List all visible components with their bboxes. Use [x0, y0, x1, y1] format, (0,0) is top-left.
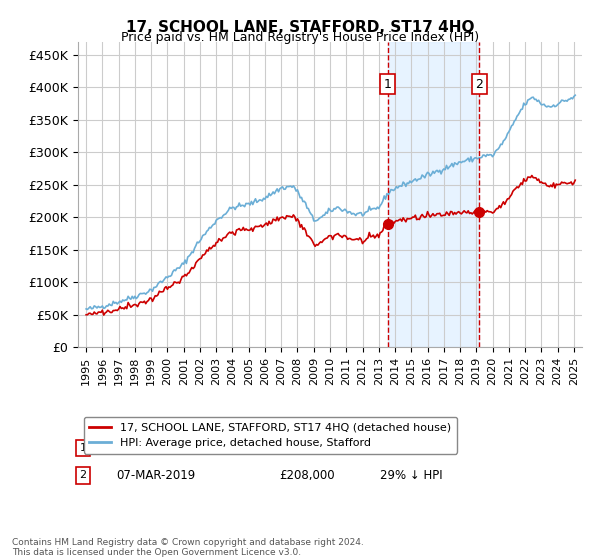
Text: 20% ↓ HPI: 20% ↓ HPI — [380, 441, 443, 454]
Text: Price paid vs. HM Land Registry's House Price Index (HPI): Price paid vs. HM Land Registry's House … — [121, 31, 479, 44]
Text: 29% ↓ HPI: 29% ↓ HPI — [380, 469, 443, 482]
Text: Contains HM Land Registry data © Crown copyright and database right 2024.
This d: Contains HM Land Registry data © Crown c… — [12, 538, 364, 557]
Text: 1: 1 — [80, 443, 86, 453]
Text: 2: 2 — [475, 78, 483, 91]
Legend: 17, SCHOOL LANE, STAFFORD, ST17 4HQ (detached house), HPI: Average price, detach: 17, SCHOOL LANE, STAFFORD, ST17 4HQ (det… — [83, 417, 457, 454]
Text: 1: 1 — [384, 78, 392, 91]
Text: 07-MAR-2019: 07-MAR-2019 — [116, 469, 195, 482]
Text: 2: 2 — [79, 470, 86, 480]
Text: £190,000: £190,000 — [280, 441, 335, 454]
Text: £208,000: £208,000 — [280, 469, 335, 482]
Text: 22-JUL-2013: 22-JUL-2013 — [116, 441, 188, 454]
Text: 17, SCHOOL LANE, STAFFORD, ST17 4HQ: 17, SCHOOL LANE, STAFFORD, ST17 4HQ — [126, 20, 474, 35]
